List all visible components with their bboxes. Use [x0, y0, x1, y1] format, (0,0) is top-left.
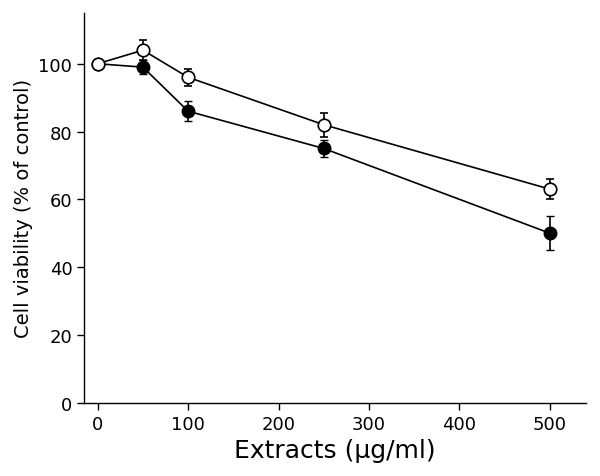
- X-axis label: Extracts (μg/ml): Extracts (μg/ml): [235, 438, 436, 462]
- Y-axis label: Cell viability (% of control): Cell viability (% of control): [14, 79, 33, 337]
